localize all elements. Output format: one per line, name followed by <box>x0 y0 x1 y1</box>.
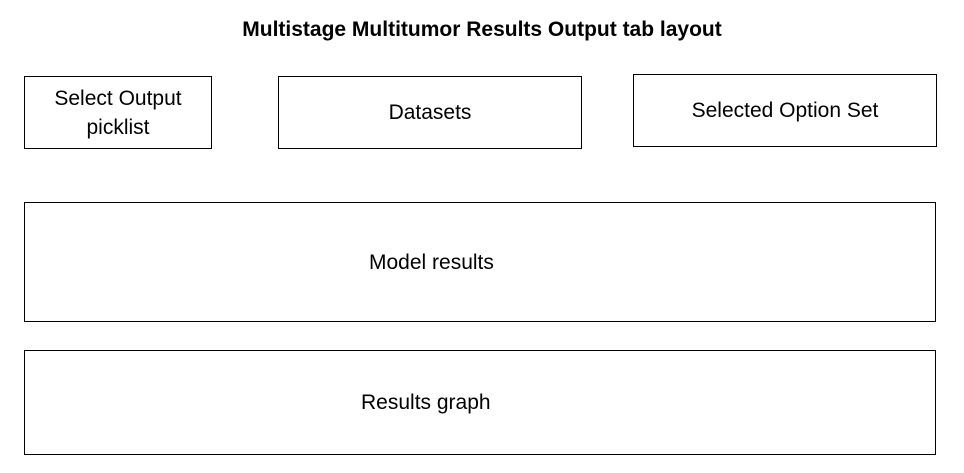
results-graph-label: Results graph <box>361 391 491 414</box>
model-results-box: Model results <box>24 202 936 322</box>
selected-option-set-box: Selected Option Set <box>633 74 937 147</box>
datasets-box: Datasets <box>278 76 582 149</box>
datasets-label: Datasets <box>388 101 472 124</box>
model-results-label: Model results <box>369 250 494 274</box>
select-output-picklist-label: Select Output picklist <box>54 86 182 139</box>
selected-option-set-label: Selected Option Set <box>691 99 879 122</box>
select-output-picklist-box: Select Output picklist <box>24 76 212 149</box>
diagram-title: Multistage Multitumor Results Output tab… <box>242 18 722 41</box>
results-graph-box: Results graph <box>24 350 936 455</box>
